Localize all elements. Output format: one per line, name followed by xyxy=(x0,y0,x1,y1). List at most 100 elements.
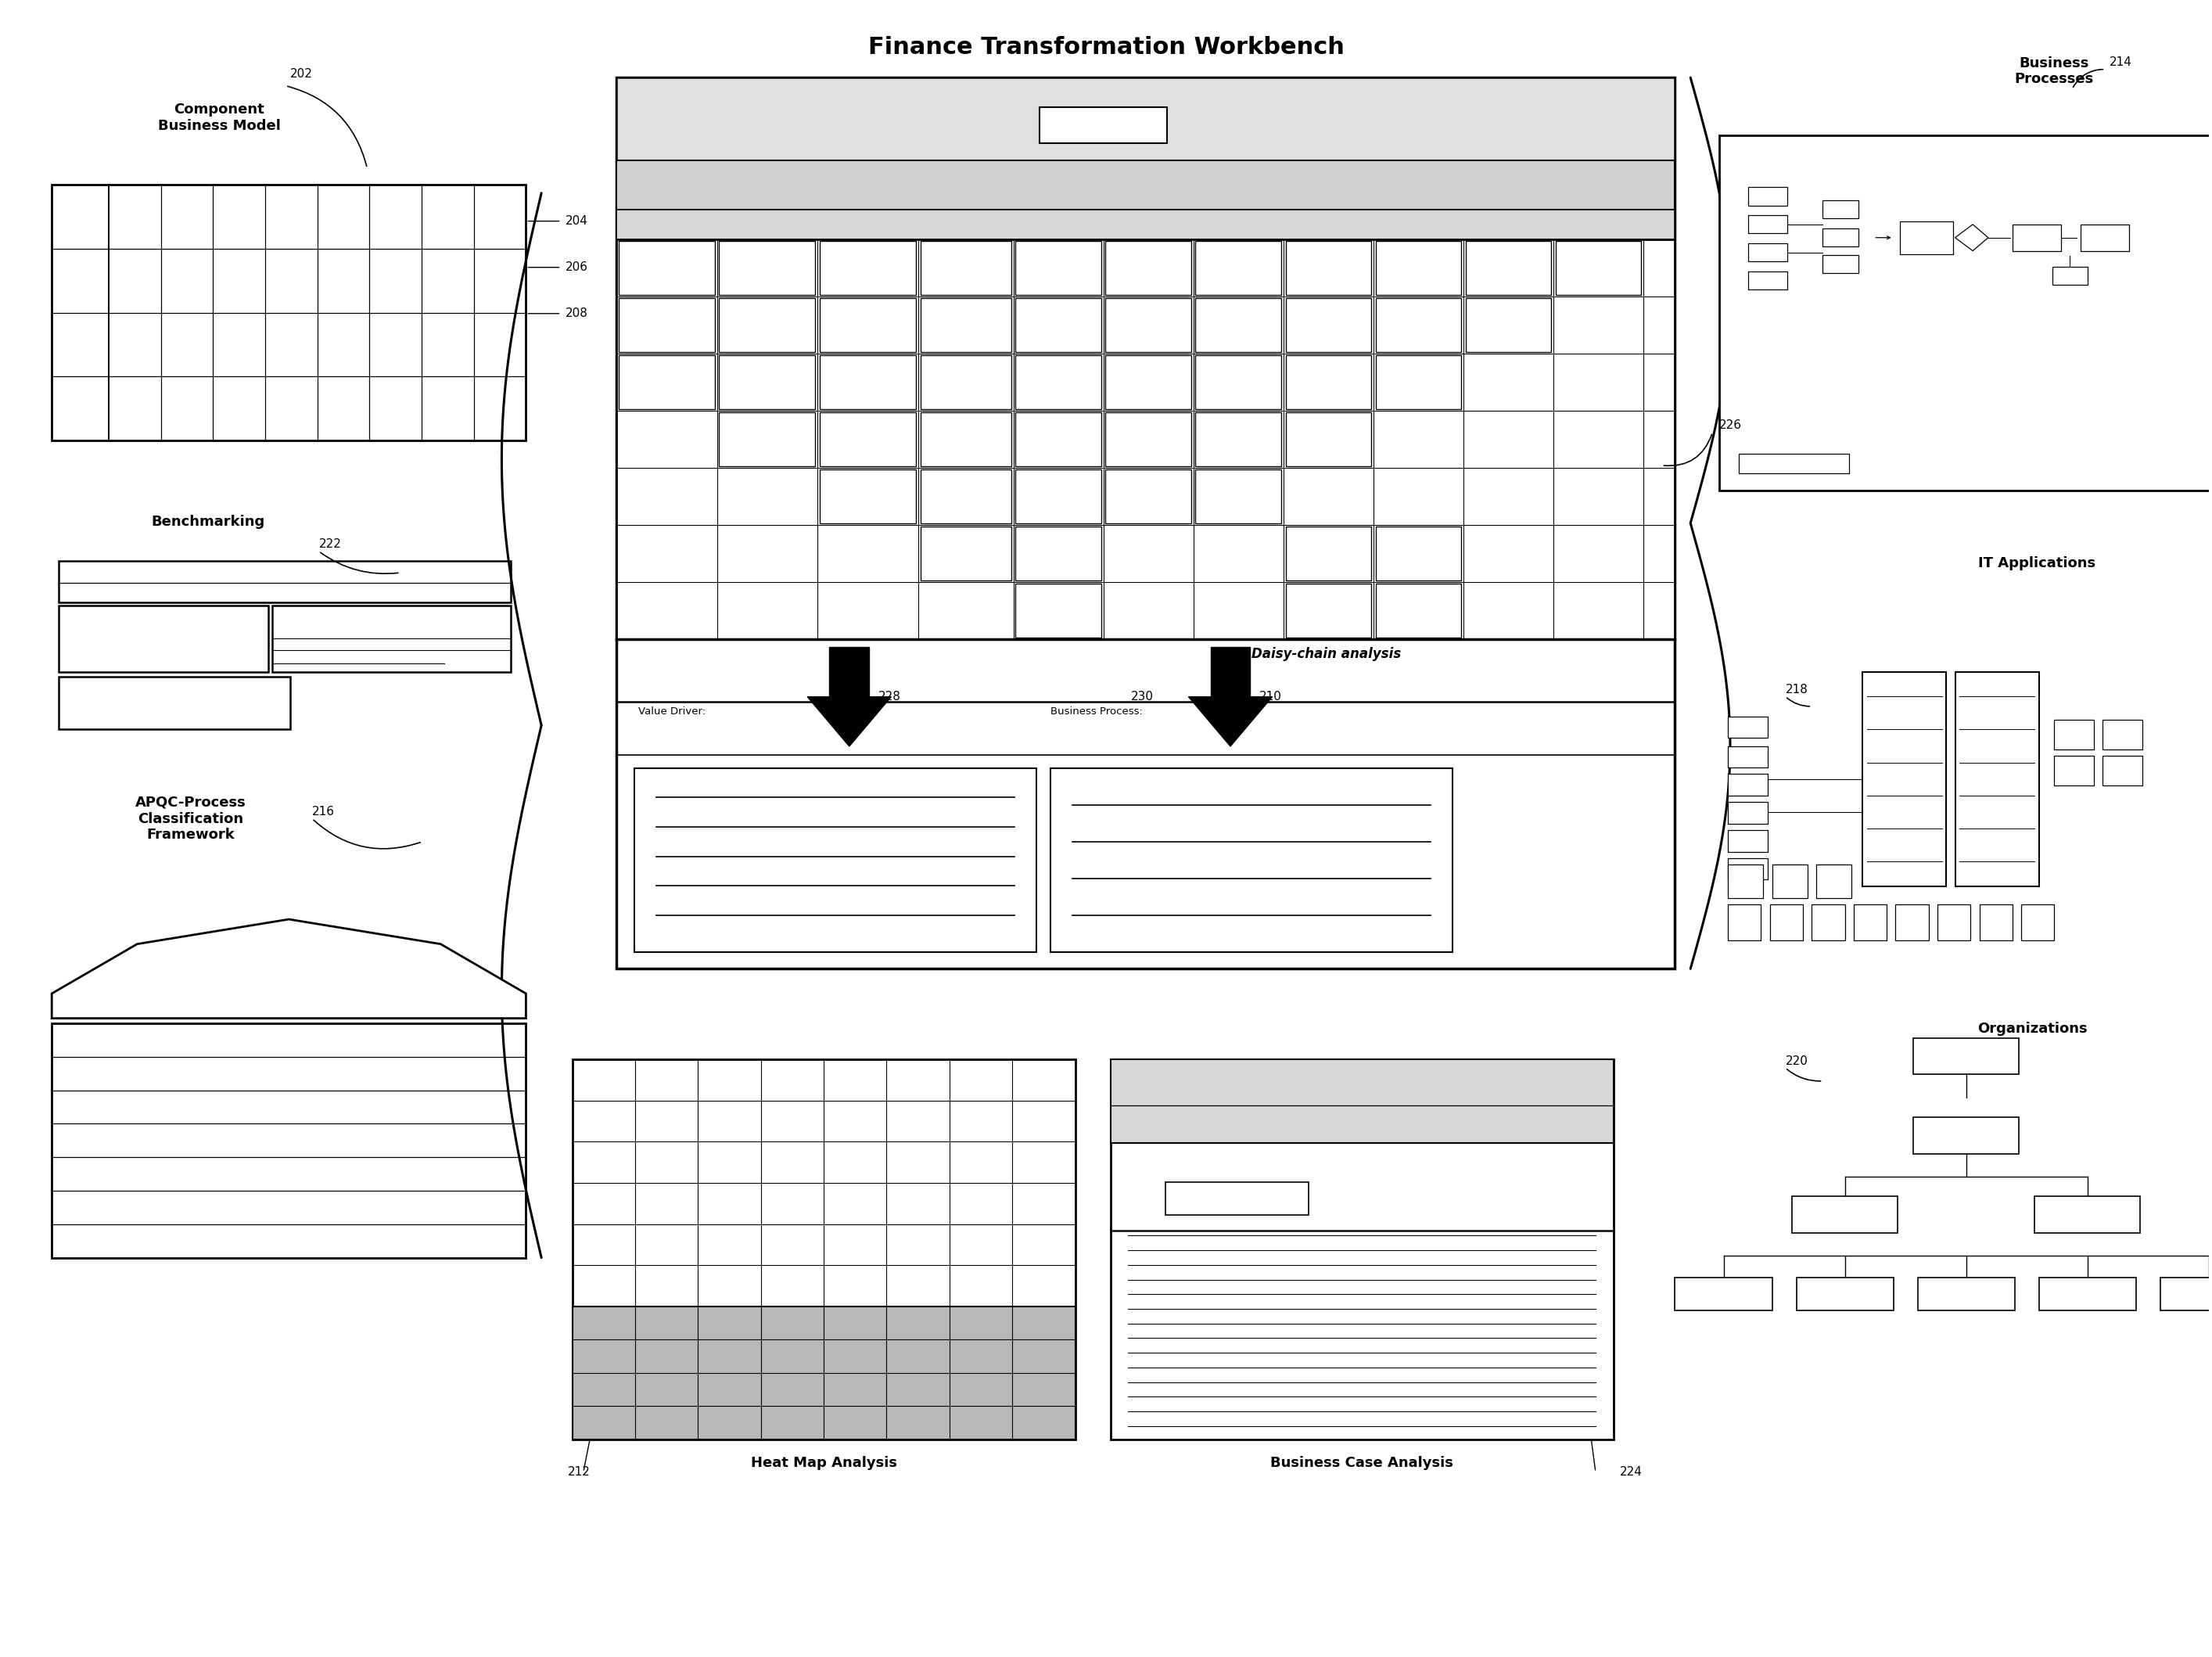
Text: 216: 216 xyxy=(312,805,334,817)
Bar xyxy=(719,240,816,295)
Bar xyxy=(1210,648,1250,698)
Bar xyxy=(1728,858,1767,880)
Text: Daisy-chain analysis: Daisy-chain analysis xyxy=(1252,646,1400,661)
Bar xyxy=(719,413,816,466)
Bar xyxy=(573,1306,1075,1440)
Bar xyxy=(1955,671,2039,886)
Bar xyxy=(1376,527,1462,580)
Bar xyxy=(1110,1059,1613,1143)
Bar xyxy=(1015,469,1102,524)
Bar xyxy=(58,606,268,671)
Bar xyxy=(1194,469,1281,524)
Text: Benchmarking: Benchmarking xyxy=(153,515,265,529)
Text: Business Case Analysis: Business Case Analysis xyxy=(1270,1457,1453,1470)
Text: Finance Transformation Workbench: Finance Transformation Workbench xyxy=(867,36,1345,60)
Bar xyxy=(1376,298,1462,351)
Bar xyxy=(1900,220,1953,254)
Bar xyxy=(1106,355,1190,409)
Text: Value Driver:: Value Driver: xyxy=(639,706,706,716)
Text: APQC-Process
Classification
Framework: APQC-Process Classification Framework xyxy=(135,795,246,842)
Bar xyxy=(619,355,714,409)
Bar xyxy=(1376,583,1462,638)
Bar xyxy=(58,562,511,603)
Text: 220: 220 xyxy=(1785,1056,1807,1067)
Bar xyxy=(1823,229,1858,247)
Text: 224: 224 xyxy=(1619,1466,1644,1478)
Bar xyxy=(821,355,916,409)
Bar xyxy=(617,78,1674,161)
Text: Organizations: Organizations xyxy=(1978,1022,2088,1036)
Bar xyxy=(1719,136,2212,490)
Text: 202: 202 xyxy=(290,68,312,80)
Bar xyxy=(2022,905,2055,941)
Bar xyxy=(1772,865,1807,898)
Bar xyxy=(821,298,916,351)
Text: 228: 228 xyxy=(878,691,900,703)
Bar xyxy=(1376,240,1462,295)
Text: Component
Business Model: Component Business Model xyxy=(157,103,281,133)
Bar xyxy=(617,209,1674,239)
Bar xyxy=(830,648,869,698)
Bar xyxy=(1747,244,1787,262)
Bar xyxy=(1015,413,1102,466)
Bar xyxy=(619,298,714,351)
Bar xyxy=(920,469,1011,524)
Bar xyxy=(1285,355,1371,409)
Bar xyxy=(1896,905,1929,941)
Bar xyxy=(1110,1059,1613,1440)
Bar xyxy=(2055,719,2095,749)
Bar xyxy=(2013,224,2062,250)
Bar xyxy=(920,355,1011,409)
Bar xyxy=(1194,298,1281,351)
Bar xyxy=(1816,865,1851,898)
Bar xyxy=(1166,1181,1310,1215)
Bar xyxy=(920,413,1011,466)
Bar xyxy=(1194,413,1281,466)
Bar xyxy=(2161,1278,2212,1311)
Text: Business
Processes: Business Processes xyxy=(2015,56,2095,86)
Bar xyxy=(1938,905,1971,941)
Text: Business Process:: Business Process: xyxy=(1051,706,1144,716)
Bar xyxy=(2104,719,2143,749)
Polygon shape xyxy=(51,920,526,1019)
Bar xyxy=(1792,1196,1898,1233)
Bar xyxy=(1106,469,1190,524)
Bar xyxy=(573,1059,1075,1440)
Bar xyxy=(1285,240,1371,295)
Text: IT Applications: IT Applications xyxy=(1978,557,2095,570)
Bar xyxy=(617,239,1674,640)
Bar xyxy=(1747,215,1787,234)
Bar xyxy=(1051,769,1453,953)
Polygon shape xyxy=(1955,224,1989,250)
Bar xyxy=(1106,413,1190,466)
Bar xyxy=(1015,240,1102,295)
Bar xyxy=(821,469,916,524)
Bar xyxy=(1863,671,1947,886)
Bar xyxy=(1747,272,1787,290)
Bar xyxy=(1467,298,1551,351)
Bar xyxy=(920,298,1011,351)
Bar xyxy=(619,240,714,295)
Bar xyxy=(1796,1278,1893,1311)
Bar xyxy=(1770,905,1803,941)
Bar xyxy=(2104,756,2143,785)
Bar xyxy=(1376,355,1462,409)
Text: 206: 206 xyxy=(566,262,588,273)
Bar xyxy=(2055,756,2095,785)
Bar xyxy=(1555,240,1641,295)
Bar xyxy=(58,676,290,729)
Bar xyxy=(1285,413,1371,466)
Bar xyxy=(1728,716,1767,737)
Bar xyxy=(2039,1278,2137,1311)
Bar xyxy=(920,527,1011,580)
Bar xyxy=(1106,298,1190,351)
Bar xyxy=(920,240,1011,295)
Bar xyxy=(1854,905,1887,941)
Bar xyxy=(1015,527,1102,580)
Bar xyxy=(1674,1278,1772,1311)
Bar xyxy=(635,769,1035,953)
Bar xyxy=(719,355,816,409)
Bar xyxy=(2035,1196,2141,1233)
Bar xyxy=(51,186,526,441)
Bar xyxy=(1913,1039,2020,1074)
